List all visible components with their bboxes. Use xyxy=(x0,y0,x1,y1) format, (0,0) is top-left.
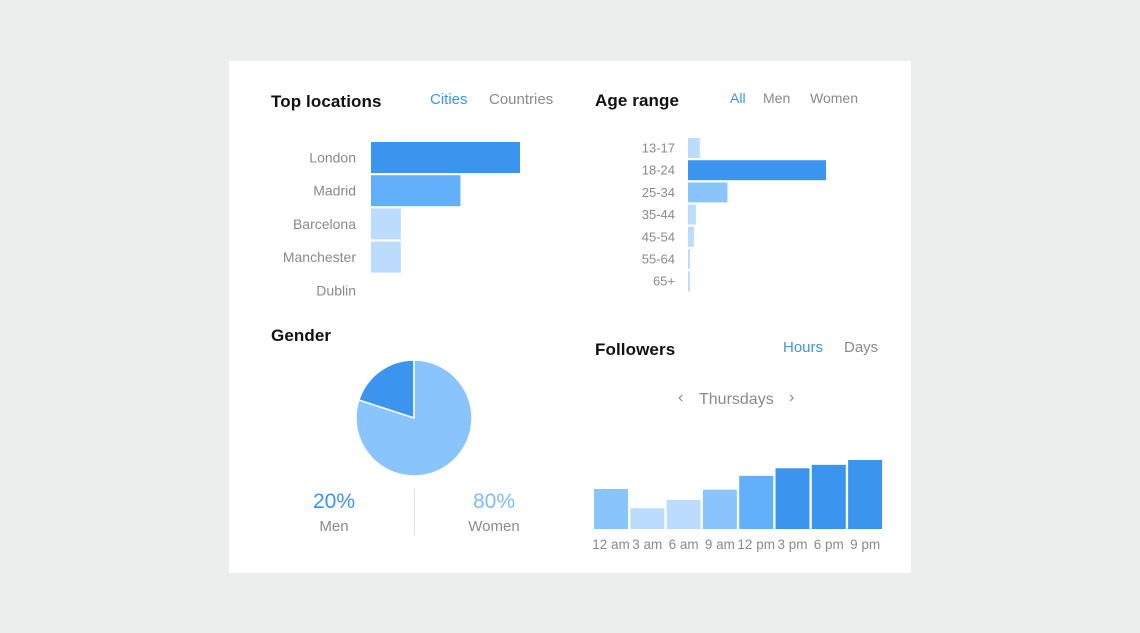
bar-barcelona xyxy=(371,208,401,240)
tick-hour-12-pm: 12 pm xyxy=(737,537,775,552)
gender-pie-chart xyxy=(355,359,473,477)
tick-barcelona: Barcelona xyxy=(293,216,356,232)
women-label: Women xyxy=(468,518,520,535)
tick-age-25-34: 25-34 xyxy=(642,185,675,200)
tab-countries[interactable]: Countries xyxy=(489,91,554,108)
pie-slice-men xyxy=(357,359,415,420)
men-label: Men xyxy=(319,518,349,535)
bar-hour-3-pm xyxy=(775,468,810,529)
bar-age-25-34 xyxy=(688,182,728,203)
tick-age-65: 65+ xyxy=(653,274,675,289)
bar-hour-12-pm xyxy=(739,475,774,529)
tick-madrid: Madrid xyxy=(313,183,356,199)
tick-london: London xyxy=(309,150,356,166)
bar-age-35-44 xyxy=(688,204,696,225)
pie-slice-women xyxy=(355,359,473,477)
chevron-left-icon[interactable]: ‹ xyxy=(678,389,684,406)
bar-manchester xyxy=(371,241,401,273)
bar-hour-9-pm xyxy=(848,460,883,529)
tab-age-men[interactable]: Men xyxy=(763,90,791,106)
bar-age-13-17 xyxy=(688,138,700,158)
bar-age-55-64 xyxy=(688,249,690,269)
tick-hour-6-am: 6 am xyxy=(669,537,699,552)
tick-dublin: Dublin xyxy=(316,282,356,298)
tab-cities[interactable]: Cities xyxy=(430,91,468,108)
bar-age-45-54 xyxy=(688,226,694,247)
tick-hour-3-pm: 3 pm xyxy=(777,537,807,552)
tick-hour-9-am: 9 am xyxy=(705,537,735,552)
bar-madrid xyxy=(371,175,461,207)
bar-london xyxy=(371,142,520,173)
bar-hour-12-am xyxy=(594,488,628,529)
tab-age-women[interactable]: Women xyxy=(810,90,858,106)
tick-age-45-54: 45-54 xyxy=(642,229,675,244)
tick-age-35-44: 35-44 xyxy=(642,207,675,222)
followers-day: Thursdays xyxy=(699,391,774,408)
tick-hour-3-am: 3 am xyxy=(632,537,662,552)
tick-hour-12-am: 12 am xyxy=(592,537,630,552)
bar-hour-6-pm xyxy=(811,464,846,529)
bar-hour-6-am xyxy=(666,500,701,529)
tab-days[interactable]: Days xyxy=(844,339,879,356)
tick-hour-9-pm: 9 pm xyxy=(850,537,880,552)
tick-manchester: Manchester xyxy=(283,249,356,265)
men-percentage: 20% xyxy=(312,490,356,513)
followers-title: Followers xyxy=(595,340,676,359)
tick-age-18-24: 18-24 xyxy=(642,163,675,178)
bar-age-18-24 xyxy=(688,160,826,181)
bar-age-65 xyxy=(688,271,690,292)
top-locations-chart: London Madrid Barcelona Manchester Dublin xyxy=(283,142,520,298)
top-locations-title: Top locations xyxy=(271,92,382,111)
tab-age-all[interactable]: All xyxy=(730,90,746,106)
tab-hours[interactable]: Hours xyxy=(783,339,824,356)
followers-chart: 12 am 3 am 6 am 9 am 12 pm 3 pm 6 pm 9 pm xyxy=(592,460,883,552)
women-percentage: 80% xyxy=(472,490,516,513)
tick-hour-6-pm: 6 pm xyxy=(814,537,844,552)
audience-insights-card: Top locations Cities Countries London Mad… xyxy=(229,61,911,573)
age-range-title: Age range xyxy=(595,91,680,110)
gender-divider xyxy=(414,489,415,535)
bar-hour-3-am xyxy=(630,508,665,529)
tick-age-55-64: 55-64 xyxy=(642,252,675,267)
tick-age-13-17: 13-17 xyxy=(642,141,675,156)
gender-title: Gender xyxy=(271,326,332,345)
bar-hour-9-am xyxy=(702,489,737,529)
chevron-right-icon[interactable]: › xyxy=(789,389,795,406)
age-range-chart: 13-17 18-24 25-34 35-44 45-54 55-64 65+ xyxy=(642,138,826,292)
